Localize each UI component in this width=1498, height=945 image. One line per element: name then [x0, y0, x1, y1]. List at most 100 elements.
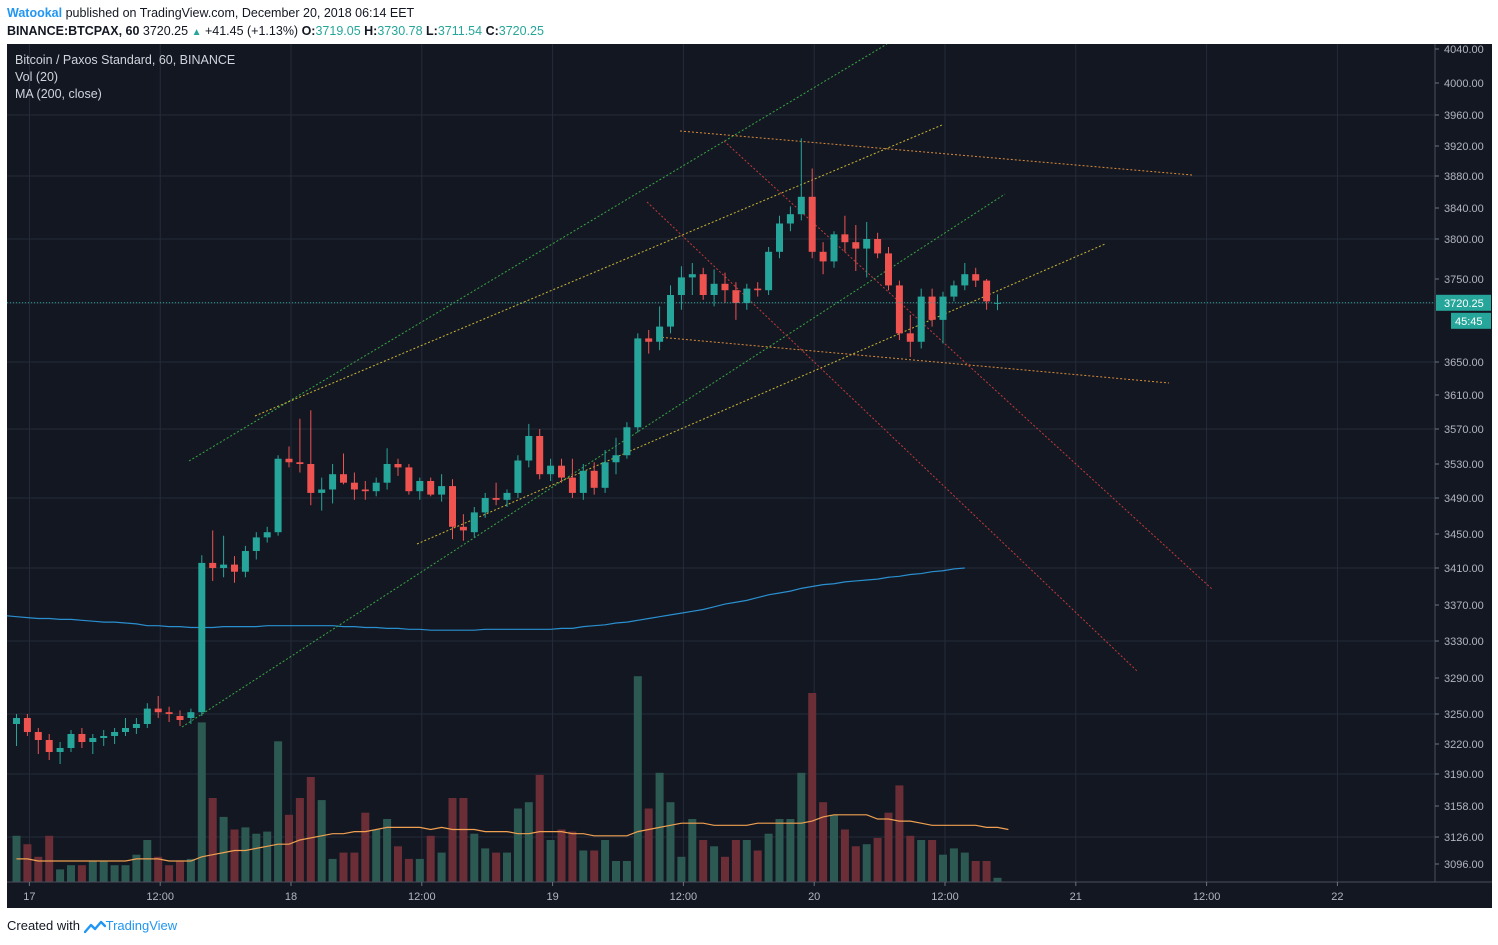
chart-legend: Bitcoin / Paxos Standard, 60, BINANCE Vo… [15, 52, 235, 103]
volume-bar [394, 846, 402, 882]
volume-bar [339, 852, 348, 882]
chart-area[interactable]: 4040.00 4000.00 3960.00 3920.00 3880.00 3840.… [7, 44, 1492, 908]
author-link[interactable]: Watookal [7, 6, 63, 20]
volume-bar [165, 865, 174, 882]
volume-bar [524, 802, 533, 882]
volume-bar [884, 812, 893, 882]
candle-body [906, 333, 914, 342]
volume-bar [939, 854, 947, 882]
volume-bar [742, 840, 751, 882]
price-tick-label: 3190.00 [1444, 769, 1484, 781]
last-price-badge-label: 3720.25 [1444, 298, 1484, 310]
candle-body [285, 458, 293, 463]
orange-line-lower [657, 336, 1170, 384]
candle-body [579, 470, 587, 493]
candle-body [972, 274, 980, 281]
candle-body [241, 551, 249, 572]
volume-bar [633, 676, 642, 882]
candle-body [78, 734, 86, 742]
candle-body [263, 532, 271, 538]
time-axis-bg [7, 882, 1492, 908]
time-tick-label: 12:00 [1193, 891, 1221, 903]
candle-body [67, 734, 75, 748]
candle-body [754, 288, 762, 291]
volume-bar [917, 840, 926, 882]
legend-ma[interactable]: MA (200, close) [15, 87, 102, 101]
price-tick-label: 3096.00 [1444, 859, 1484, 871]
trend-lines [181, 44, 1213, 728]
last-price-badge [1436, 294, 1491, 311]
volume-bar [34, 856, 43, 882]
candle-body [340, 474, 347, 483]
tradingview-logo-icon [83, 920, 106, 933]
candle-body [830, 234, 838, 262]
candle-body [427, 481, 435, 495]
candle-body [209, 562, 217, 568]
candle-body [885, 253, 892, 286]
legend-title: Bitcoin / Paxos Standard, 60, BINANCE [15, 53, 236, 67]
candle-body [808, 196, 816, 252]
volume-bar [535, 774, 544, 882]
candle-body [645, 338, 653, 342]
volume-bar [710, 846, 719, 882]
price-tick-label: 3330.00 [1444, 636, 1484, 648]
volume-bar [328, 858, 337, 882]
candle-body [143, 708, 151, 724]
candle-body [939, 296, 947, 320]
volume-bar [764, 833, 773, 882]
volume-bar [99, 861, 108, 882]
time-tick-label: 18 [285, 891, 297, 903]
time-axis[interactable]: 17 12:00 18 12:00 19 12:00 20 12:00 21 12:00 22 [7, 881, 1492, 908]
volume-bar [121, 865, 130, 882]
volume-bar [263, 831, 272, 882]
green-channel-lower [181, 193, 1006, 728]
price-axis[interactable]: 4040.00 4000.00 3960.00 3920.00 3880.00 3840.… [1434, 44, 1492, 908]
candle-body [743, 288, 751, 303]
price-tick-label: 3250.00 [1444, 709, 1484, 721]
volume-bar [252, 833, 261, 882]
candle-body [895, 285, 903, 334]
volume-bar [731, 840, 740, 882]
candle-body [416, 481, 424, 492]
red-channel-lower [646, 201, 1138, 672]
orange-line-upper [679, 130, 1193, 176]
price-tick-label: 4000.00 [1444, 78, 1484, 90]
candle-body [917, 296, 925, 342]
candle-body [318, 489, 326, 493]
volume-bar [971, 861, 980, 882]
candle-body [786, 214, 794, 224]
legend-volume[interactable]: Vol (20) [15, 70, 59, 84]
close-value: 3720.25 [498, 24, 544, 38]
candle-body [492, 498, 500, 500]
candle-body [220, 564, 228, 568]
symbol-label: BINANCE:BTCPAX, 60 [7, 24, 140, 38]
time-tick-label: 12:00 [670, 891, 698, 903]
volume-bar [132, 854, 141, 882]
ma200-polyline [7, 567, 965, 631]
candle-body [350, 482, 358, 490]
candle-body [13, 718, 20, 724]
price-tick-label: 3490.00 [1444, 493, 1484, 505]
tradingview-link[interactable]: TradingView [105, 918, 178, 933]
price-tick-label: 3840.00 [1444, 203, 1484, 215]
volume-bar [797, 772, 806, 882]
time-tick-label: 12:00 [408, 891, 436, 903]
price-axis-bg [1435, 44, 1492, 908]
yellow-channel-lower [416, 243, 1106, 545]
candle-body [394, 464, 402, 468]
candle-body [874, 239, 882, 254]
ma200-line [7, 567, 965, 631]
price-tick-label: 3880.00 [1444, 171, 1484, 183]
volume-bar [197, 722, 206, 882]
volume-bar [786, 819, 795, 882]
volume-bar [862, 844, 871, 882]
candle-body [568, 477, 576, 493]
volume-bar [241, 827, 250, 882]
chart-header: Watookal published on TradingView.com, D… [7, 4, 1498, 42]
volume-bar [274, 741, 283, 882]
volume-bars [12, 676, 1002, 882]
candle-body [797, 196, 805, 215]
candlestick-chart[interactable]: 4040.00 4000.00 3960.00 3920.00 3880.00 3840.… [7, 44, 1492, 908]
last-price: 3720.25 [142, 24, 189, 38]
volume-bar [208, 798, 217, 882]
